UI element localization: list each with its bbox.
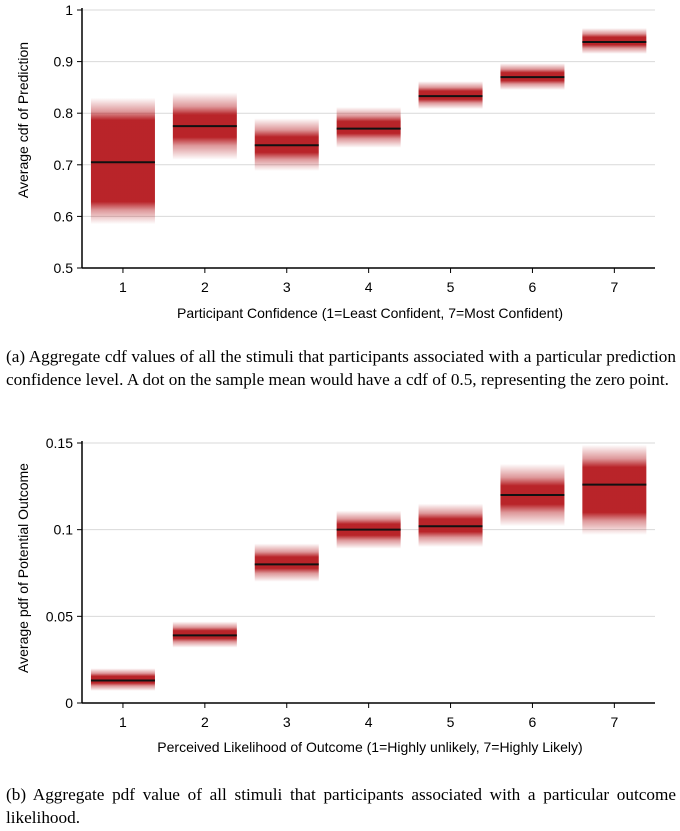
y-tick-label: 0.1: [54, 522, 74, 538]
interval-band-4: [336, 107, 401, 148]
interval-band-5: [418, 81, 483, 110]
y-tick-label: 0.15: [46, 435, 73, 451]
chart-b-x-axis-title: Perceived Likelihood of Outcome (1=Highl…: [157, 739, 582, 755]
chart-b-y-axis-title: Average pdf of Potential Outcome: [15, 463, 31, 673]
chart-a-axes: 1 2 3 4 5 6 7 0.5 0.6 0.7 0.8 0.9 1: [54, 2, 655, 295]
interval-band-3: [254, 543, 319, 582]
x-tick-label: 5: [447, 279, 455, 295]
y-tick-label: 0.6: [54, 208, 74, 224]
x-tick-label: 1: [119, 714, 127, 730]
x-tick-label: 7: [610, 279, 618, 295]
x-tick-label: 1: [119, 279, 127, 295]
interval-band-1: [90, 97, 155, 225]
x-tick-label: 4: [365, 714, 373, 730]
chart-a-x-axis-title: Participant Confidence (1=Least Confiden…: [177, 305, 563, 321]
chart-a: 1 2 3 4 5 6 7 0.5 0.6 0.7 0.8 0.9 1 Average cdf of P…: [15, 2, 655, 321]
x-tick-label: 6: [529, 279, 537, 295]
interval-band-7: [582, 444, 647, 535]
y-tick-label: 0.8: [54, 105, 74, 121]
chart-b: 1 2 3 4 5 6 7 0 0.05 0.1 0.15 Average pdf of Poten…: [15, 435, 655, 755]
y-tick-label: 0.5: [54, 260, 74, 276]
chart-a-bands: [90, 28, 647, 225]
y-tick-label: 0.9: [54, 54, 74, 70]
interval-band-7: [582, 28, 647, 54]
chart-b-bands: [90, 444, 647, 691]
caption-a: (a) Aggregate cdf values of all the stim…: [6, 347, 676, 389]
x-tick-label: 4: [365, 279, 373, 295]
x-tick-label: 3: [283, 279, 291, 295]
x-tick-label: 2: [201, 714, 209, 730]
caption-b: (b) Aggregate pdf value of all stimuli t…: [6, 785, 676, 827]
x-tick-label: 5: [447, 714, 455, 730]
x-tick-label: 3: [283, 714, 291, 730]
chart-a-y-axis-title: Average cdf of Prediction: [15, 42, 31, 198]
y-tick-label: 0: [65, 695, 73, 711]
x-tick-label: 6: [529, 714, 537, 730]
x-tick-label: 7: [610, 714, 618, 730]
y-tick-label: 1: [65, 2, 73, 18]
x-tick-label: 2: [201, 279, 209, 295]
y-tick-label: 0.7: [54, 157, 74, 173]
chart-b-axes: 1 2 3 4 5 6 7 0 0.05 0.1 0.15: [46, 435, 655, 730]
y-tick-label: 0.05: [46, 608, 73, 624]
